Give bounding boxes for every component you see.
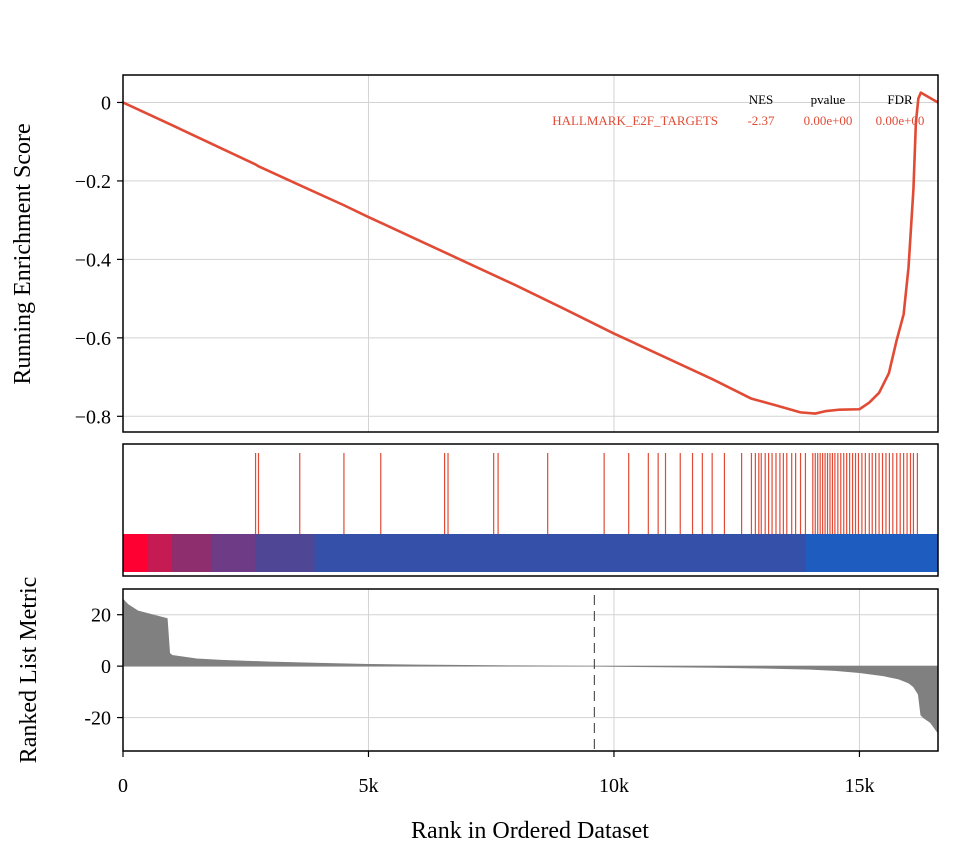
es-ytick-label-0: 0: [101, 92, 111, 114]
stats-row-name: HALLMARK_E2F_TARGETS: [552, 113, 718, 128]
metric-y-axis-label: Ranked List Metric: [16, 577, 42, 764]
es-ytick-label-4: −0.8: [75, 406, 111, 428]
color-bar-segment-5: [314, 534, 806, 572]
es-panel: 0 −0.2 −0.4 −0.6 −0.8 Running Enrichment Sco…: [10, 74, 939, 433]
metric-y-axis: 20 0 -20: [84, 605, 123, 730]
es-gridlines: [122, 75, 938, 432]
metric-ytick-label-2: -20: [84, 708, 111, 730]
stats-header-pvalue: pvalue: [811, 92, 846, 107]
stats-row-nes: -2.37: [747, 113, 775, 128]
metric-area-group: [122, 598, 939, 735]
stats-header-nes: NES: [749, 92, 774, 107]
xtick-label-3: 15k: [844, 775, 874, 797]
es-ytick-label-2: −0.4: [75, 249, 111, 271]
rank-color-bar: [123, 534, 939, 572]
metric-area: [122, 598, 939, 735]
stats-table: NES pvalue FDR HALLMARK_E2F_TARGETS -2.3…: [552, 92, 924, 128]
es-curve-group: [122, 91, 939, 415]
x-axis: 0 5k 10k 15k: [118, 751, 874, 797]
x-axis-label: Rank in Ordered Dataset: [411, 818, 649, 844]
color-bar-segment-6: [805, 534, 939, 572]
metric-panel-border: [122, 588, 939, 752]
color-bar-segment-4: [255, 534, 315, 572]
hit-lines: [254, 453, 918, 534]
metric-panel-background: [123, 589, 938, 751]
es-curve: [122, 91, 939, 415]
color-bar-segment-1: [147, 534, 173, 572]
stats-row-pvalue: 0.00e+00: [804, 113, 853, 128]
es-panel-background: [123, 75, 938, 432]
color-bar-segment-2: [172, 534, 212, 572]
xtick-label-1: 5k: [358, 775, 378, 797]
color-bar-segment-0: [123, 534, 149, 572]
stats-row-fdr: 0.00e+00: [876, 113, 925, 128]
hits-panel-border: [122, 443, 939, 577]
es-y-axis: 0 −0.2 −0.4 −0.6 −0.8: [75, 92, 123, 428]
es-ytick-label-1: −0.2: [75, 171, 111, 193]
metric-ytick-label-0: 20: [91, 605, 111, 627]
es-y-axis-label: Running Enrichment Score: [10, 123, 36, 384]
stats-header-fdr: FDR: [887, 92, 913, 107]
color-bar-segment-3: [211, 534, 257, 572]
hits-panel: [122, 443, 939, 577]
xtick-label-2: 10k: [599, 775, 629, 797]
es-ytick-label-3: −0.6: [75, 328, 111, 350]
metric-panel: 20 0 -20 Ranked List Metric 0 5k 10k 15k Rank…: [16, 577, 939, 844]
es-panel-border: [122, 74, 939, 433]
metric-ytick-label-1: 0: [101, 656, 111, 678]
xtick-label-0: 0: [118, 775, 128, 797]
